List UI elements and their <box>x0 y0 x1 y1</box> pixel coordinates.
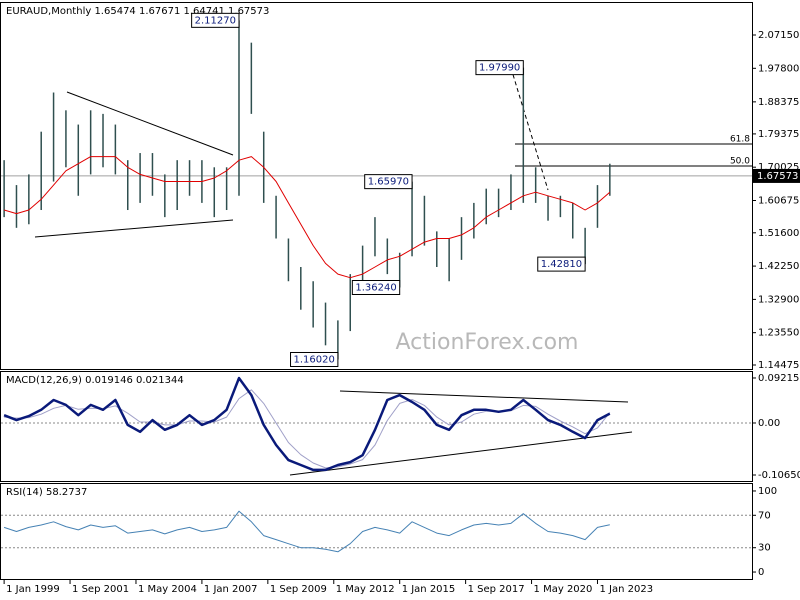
y-tick-label: 1.88375 <box>758 97 799 108</box>
annotation-label: 1.16020 <box>294 354 335 365</box>
fib-label: 50.0 <box>730 157 750 167</box>
x-tick-label: 1 Sep 2001 <box>72 584 129 595</box>
annotation-box <box>364 174 413 190</box>
annotation-label: 1.65970 <box>368 177 409 188</box>
x-tick-label: 1 Jan 2015 <box>402 584 456 595</box>
y-tick-label: 2.07150 <box>758 30 799 41</box>
annotation-label: 1.36240 <box>355 282 396 293</box>
rsi-panel-frame <box>0 483 753 580</box>
x-tick-label: 1 Jan 1999 <box>6 584 60 595</box>
y-tick-label: 1.32900 <box>758 294 799 305</box>
y-tick-label: 0.00 <box>758 418 780 429</box>
rsi-title: RSI(14) 58.2737 <box>6 487 87 498</box>
y-tick-label: -0.106503 <box>758 470 800 481</box>
macd-line <box>3 376 611 472</box>
y-tick-label: 30 <box>758 543 771 554</box>
y-tick-label: 0.092158 <box>758 373 800 384</box>
y-tick-label: 1.60675 <box>758 195 799 206</box>
price-panel-frame <box>0 2 753 370</box>
trendline <box>289 431 633 476</box>
y-tick-label: 1.70025 <box>758 162 799 173</box>
y-tick-label: 70 <box>758 510 771 521</box>
x-tick-label: 1 Sep 2009 <box>270 584 327 595</box>
price-annotation: 1.16020 <box>290 351 339 367</box>
y-tick-label: 1.51600 <box>758 228 799 239</box>
last-price-box <box>753 168 800 183</box>
y-tick-label: 1.79375 <box>758 129 799 140</box>
annotation-box <box>537 256 586 272</box>
price-annotation: 1.65970 <box>364 174 413 190</box>
y-tick-label: 0 <box>758 567 764 578</box>
trendline <box>34 219 234 238</box>
y-tick-label: 1.42250 <box>758 261 799 272</box>
price-annotation: 1.36240 <box>351 279 401 295</box>
x-tick-label: 1 Jan 2007 <box>204 584 258 595</box>
annotation-box <box>475 60 524 76</box>
trendline <box>66 91 234 156</box>
price-annotation: 2.11270 <box>191 12 240 28</box>
rsi-line <box>3 510 610 553</box>
trendline <box>339 390 629 403</box>
y-tick-label: 1.97800 <box>758 63 799 74</box>
watermark: ActionForex.com <box>396 330 579 355</box>
x-tick-label: 1 Sep 2017 <box>468 584 525 595</box>
annotation-box <box>191 12 240 28</box>
moving-average <box>3 156 611 279</box>
annotation-label: 1.42810 <box>541 259 582 270</box>
price-annotation: 1.97990 <box>475 60 524 76</box>
annotation-box <box>290 351 339 367</box>
annotation-box <box>351 279 401 295</box>
trendline <box>510 67 549 191</box>
annotation-label: 2.11270 <box>195 15 236 26</box>
x-tick-label: 1 Jan 2023 <box>599 584 653 595</box>
price-annotation: 1.42810 <box>537 256 586 272</box>
x-tick-label: 1 May 2004 <box>138 584 197 595</box>
last-price-label: 1.67573 <box>757 171 798 182</box>
annotation-label: 1.97990 <box>479 63 520 74</box>
macd-panel-frame <box>0 371 753 482</box>
fib-label: 61.8 <box>730 134 750 144</box>
macd-title: MACD(12,26,9) 0.019146 0.021344 <box>6 375 184 386</box>
y-tick-label: 1.23550 <box>758 328 799 339</box>
x-tick-label: 1 May 2012 <box>336 584 395 595</box>
y-tick-label: 100 <box>758 486 777 497</box>
y-tick-label: 1.14475 <box>758 360 799 371</box>
price-title: EURAUD,Monthly 1.65474 1.67671 1.64741 1… <box>6 6 269 17</box>
x-tick-label: 1 May 2020 <box>534 584 593 595</box>
